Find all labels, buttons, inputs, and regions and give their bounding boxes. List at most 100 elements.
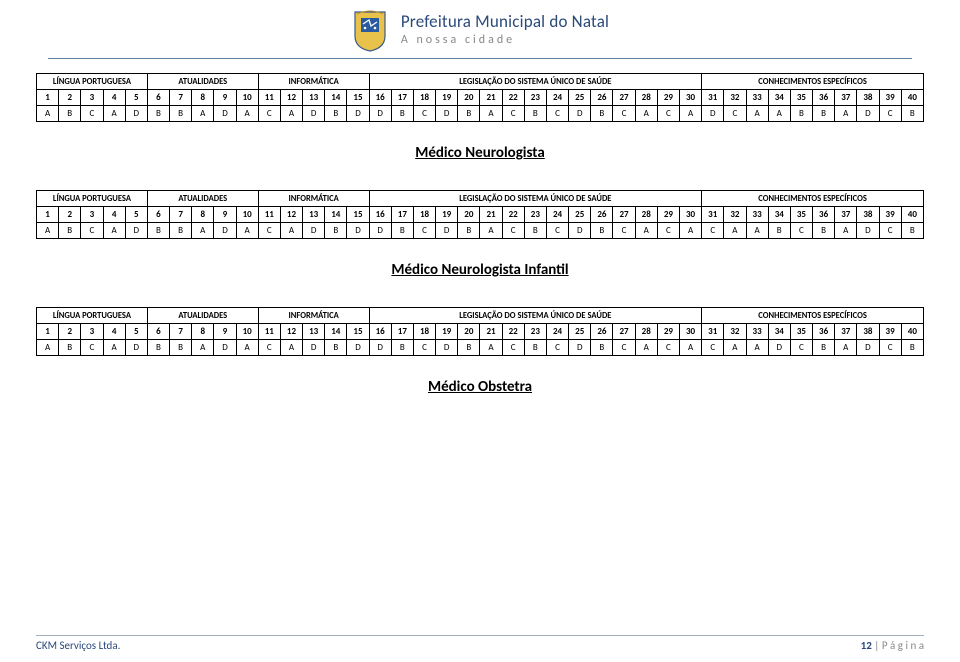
answer-cell: D <box>303 106 325 122</box>
page-content: LÍNGUA PORTUGUESAATUALIDADESINFORMÁTICAL… <box>0 59 960 396</box>
question-number: 6 <box>147 90 169 106</box>
question-number: 11 <box>258 207 280 223</box>
question-number: 24 <box>546 324 568 340</box>
answer-cell: C <box>413 340 435 356</box>
question-number: 12 <box>280 324 302 340</box>
answer-cell: B <box>391 340 413 356</box>
question-number: 9 <box>214 324 236 340</box>
answer-cell: D <box>569 106 591 122</box>
answer-cell: B <box>901 340 923 356</box>
answer-cell: C <box>657 223 679 239</box>
answer-cell: C <box>413 223 435 239</box>
question-number: 31 <box>702 90 724 106</box>
page-footer: CKM Serviços Ltda. 12 | P á g i n a <box>36 635 924 652</box>
question-number: 3 <box>81 207 103 223</box>
answer-cell: A <box>103 223 125 239</box>
answer-cell: C <box>613 340 635 356</box>
subject-header: CONHECIMENTOS ESPECÍFICOS <box>702 308 924 324</box>
answer-cell: A <box>37 340 59 356</box>
question-number: 25 <box>569 324 591 340</box>
question-number: 21 <box>480 207 502 223</box>
question-number: 39 <box>879 90 901 106</box>
answer-cell: B <box>59 340 81 356</box>
question-number: 14 <box>325 207 347 223</box>
answer-cell: B <box>813 223 835 239</box>
question-number: 38 <box>857 207 879 223</box>
answer-cell: C <box>613 106 635 122</box>
answer-cell: A <box>746 223 768 239</box>
question-number: 11 <box>258 90 280 106</box>
question-number: 19 <box>436 90 458 106</box>
answer-cell: D <box>768 340 790 356</box>
answer-cell: D <box>857 106 879 122</box>
question-number: 21 <box>480 90 502 106</box>
answer-cell: D <box>347 340 369 356</box>
question-number: 23 <box>524 324 546 340</box>
question-number: 31 <box>702 324 724 340</box>
subject-header: LEGISLAÇÃO DO SISTEMA ÚNICO DE SAÚDE <box>369 74 702 90</box>
question-number: 15 <box>347 90 369 106</box>
question-number: 30 <box>679 207 701 223</box>
question-number: 29 <box>657 207 679 223</box>
question-number: 17 <box>391 324 413 340</box>
answer-cell: A <box>835 223 857 239</box>
answer-cell: A <box>679 106 701 122</box>
question-number: 24 <box>546 90 568 106</box>
question-number: 3 <box>81 324 103 340</box>
question-number: 5 <box>125 207 147 223</box>
answer-cell: C <box>790 223 812 239</box>
answer-cell: C <box>879 106 901 122</box>
answer-cell: B <box>170 340 192 356</box>
answer-cell: C <box>502 223 524 239</box>
question-number: 1 <box>37 207 59 223</box>
question-number: 20 <box>458 90 480 106</box>
answer-cell: A <box>724 340 746 356</box>
question-number: 8 <box>192 207 214 223</box>
subject-header: LÍNGUA PORTUGUESA <box>37 308 148 324</box>
question-number: 13 <box>303 207 325 223</box>
question-number: 37 <box>835 90 857 106</box>
answer-cell: C <box>702 223 724 239</box>
answer-cell: B <box>901 106 923 122</box>
question-number: 33 <box>746 324 768 340</box>
answer-cell: D <box>436 106 458 122</box>
question-number: 40 <box>901 90 923 106</box>
question-number: 18 <box>413 90 435 106</box>
question-number: 28 <box>635 207 657 223</box>
question-number: 22 <box>502 90 524 106</box>
question-number: 12 <box>280 207 302 223</box>
subject-header: ATUALIDADES <box>147 191 258 207</box>
question-number: 27 <box>613 90 635 106</box>
question-number: 30 <box>679 90 701 106</box>
city-tagline: A nossa cidade <box>401 34 609 47</box>
question-number: 23 <box>524 207 546 223</box>
answer-cell: A <box>635 223 657 239</box>
answer-cell: B <box>458 106 480 122</box>
question-number: 10 <box>236 207 258 223</box>
answer-cell: B <box>325 106 347 122</box>
question-number: 14 <box>325 90 347 106</box>
question-number: 19 <box>436 207 458 223</box>
footer-page-label: | <box>874 639 882 652</box>
question-number: 40 <box>901 207 923 223</box>
answer-cell: B <box>591 106 613 122</box>
answer-table: LÍNGUA PORTUGUESAATUALIDADESINFORMÁTICAL… <box>36 190 924 239</box>
answer-cell: B <box>458 340 480 356</box>
question-number: 27 <box>613 324 635 340</box>
answer-cell: B <box>790 106 812 122</box>
answer-cell: A <box>236 106 258 122</box>
answer-cell: A <box>236 223 258 239</box>
question-number: 5 <box>125 324 147 340</box>
answer-cell: A <box>37 106 59 122</box>
question-number: 32 <box>724 207 746 223</box>
city-logo <box>351 8 389 52</box>
question-number: 34 <box>768 207 790 223</box>
answer-cell: B <box>170 223 192 239</box>
answer-cell: A <box>103 340 125 356</box>
answer-cell: B <box>325 340 347 356</box>
answer-cell: B <box>170 106 192 122</box>
answer-cell: B <box>325 223 347 239</box>
question-number: 39 <box>879 207 901 223</box>
answer-cell: C <box>657 106 679 122</box>
answer-cell: C <box>879 340 901 356</box>
